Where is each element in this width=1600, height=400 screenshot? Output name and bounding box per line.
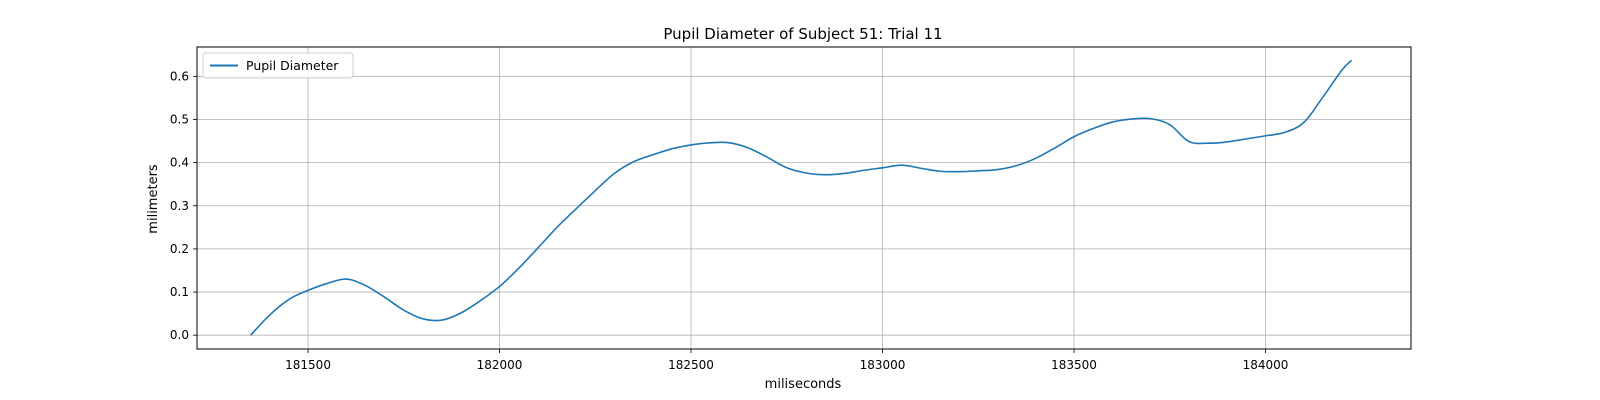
y-axis: 0.0 0.1 0.2 0.3 0.4 0.5 0.6 <box>170 69 197 342</box>
plot-area <box>196 46 1412 350</box>
series-line-pupil-diameter <box>250 59 1353 336</box>
y-axis-label: milimeters <box>146 164 161 234</box>
y-tick-label: 0.2 <box>170 242 189 256</box>
x-tick-label: 181500 <box>285 358 331 372</box>
grid <box>197 47 1411 349</box>
legend: Pupil Diameter <box>202 52 354 79</box>
x-axis-label: miliseconds <box>765 377 842 392</box>
legend-label-pupil-diameter: Pupil Diameter <box>246 58 339 73</box>
y-tick-label: 0.5 <box>170 112 189 126</box>
y-tick-label: 0.4 <box>170 156 189 170</box>
y-tick-label: 0.0 <box>170 328 189 342</box>
x-tick-label: 183500 <box>1051 358 1097 372</box>
y-tick-label: 0.6 <box>170 69 189 83</box>
x-tick-label: 182500 <box>668 358 714 372</box>
y-tick-label: 0.3 <box>170 199 189 213</box>
chart-title: Pupil Diameter of Subject 51: Trial 11 <box>663 25 942 43</box>
legend-box <box>202 52 354 79</box>
x-tick-label: 183000 <box>860 358 906 372</box>
x-tick-label: 184000 <box>1243 358 1289 372</box>
y-tick-label: 0.1 <box>170 285 189 299</box>
series-layer <box>250 59 1353 336</box>
x-axis: 181500 182000 182500 183000 183500 184000 <box>285 349 1288 372</box>
x-tick-label: 182000 <box>477 358 523 372</box>
